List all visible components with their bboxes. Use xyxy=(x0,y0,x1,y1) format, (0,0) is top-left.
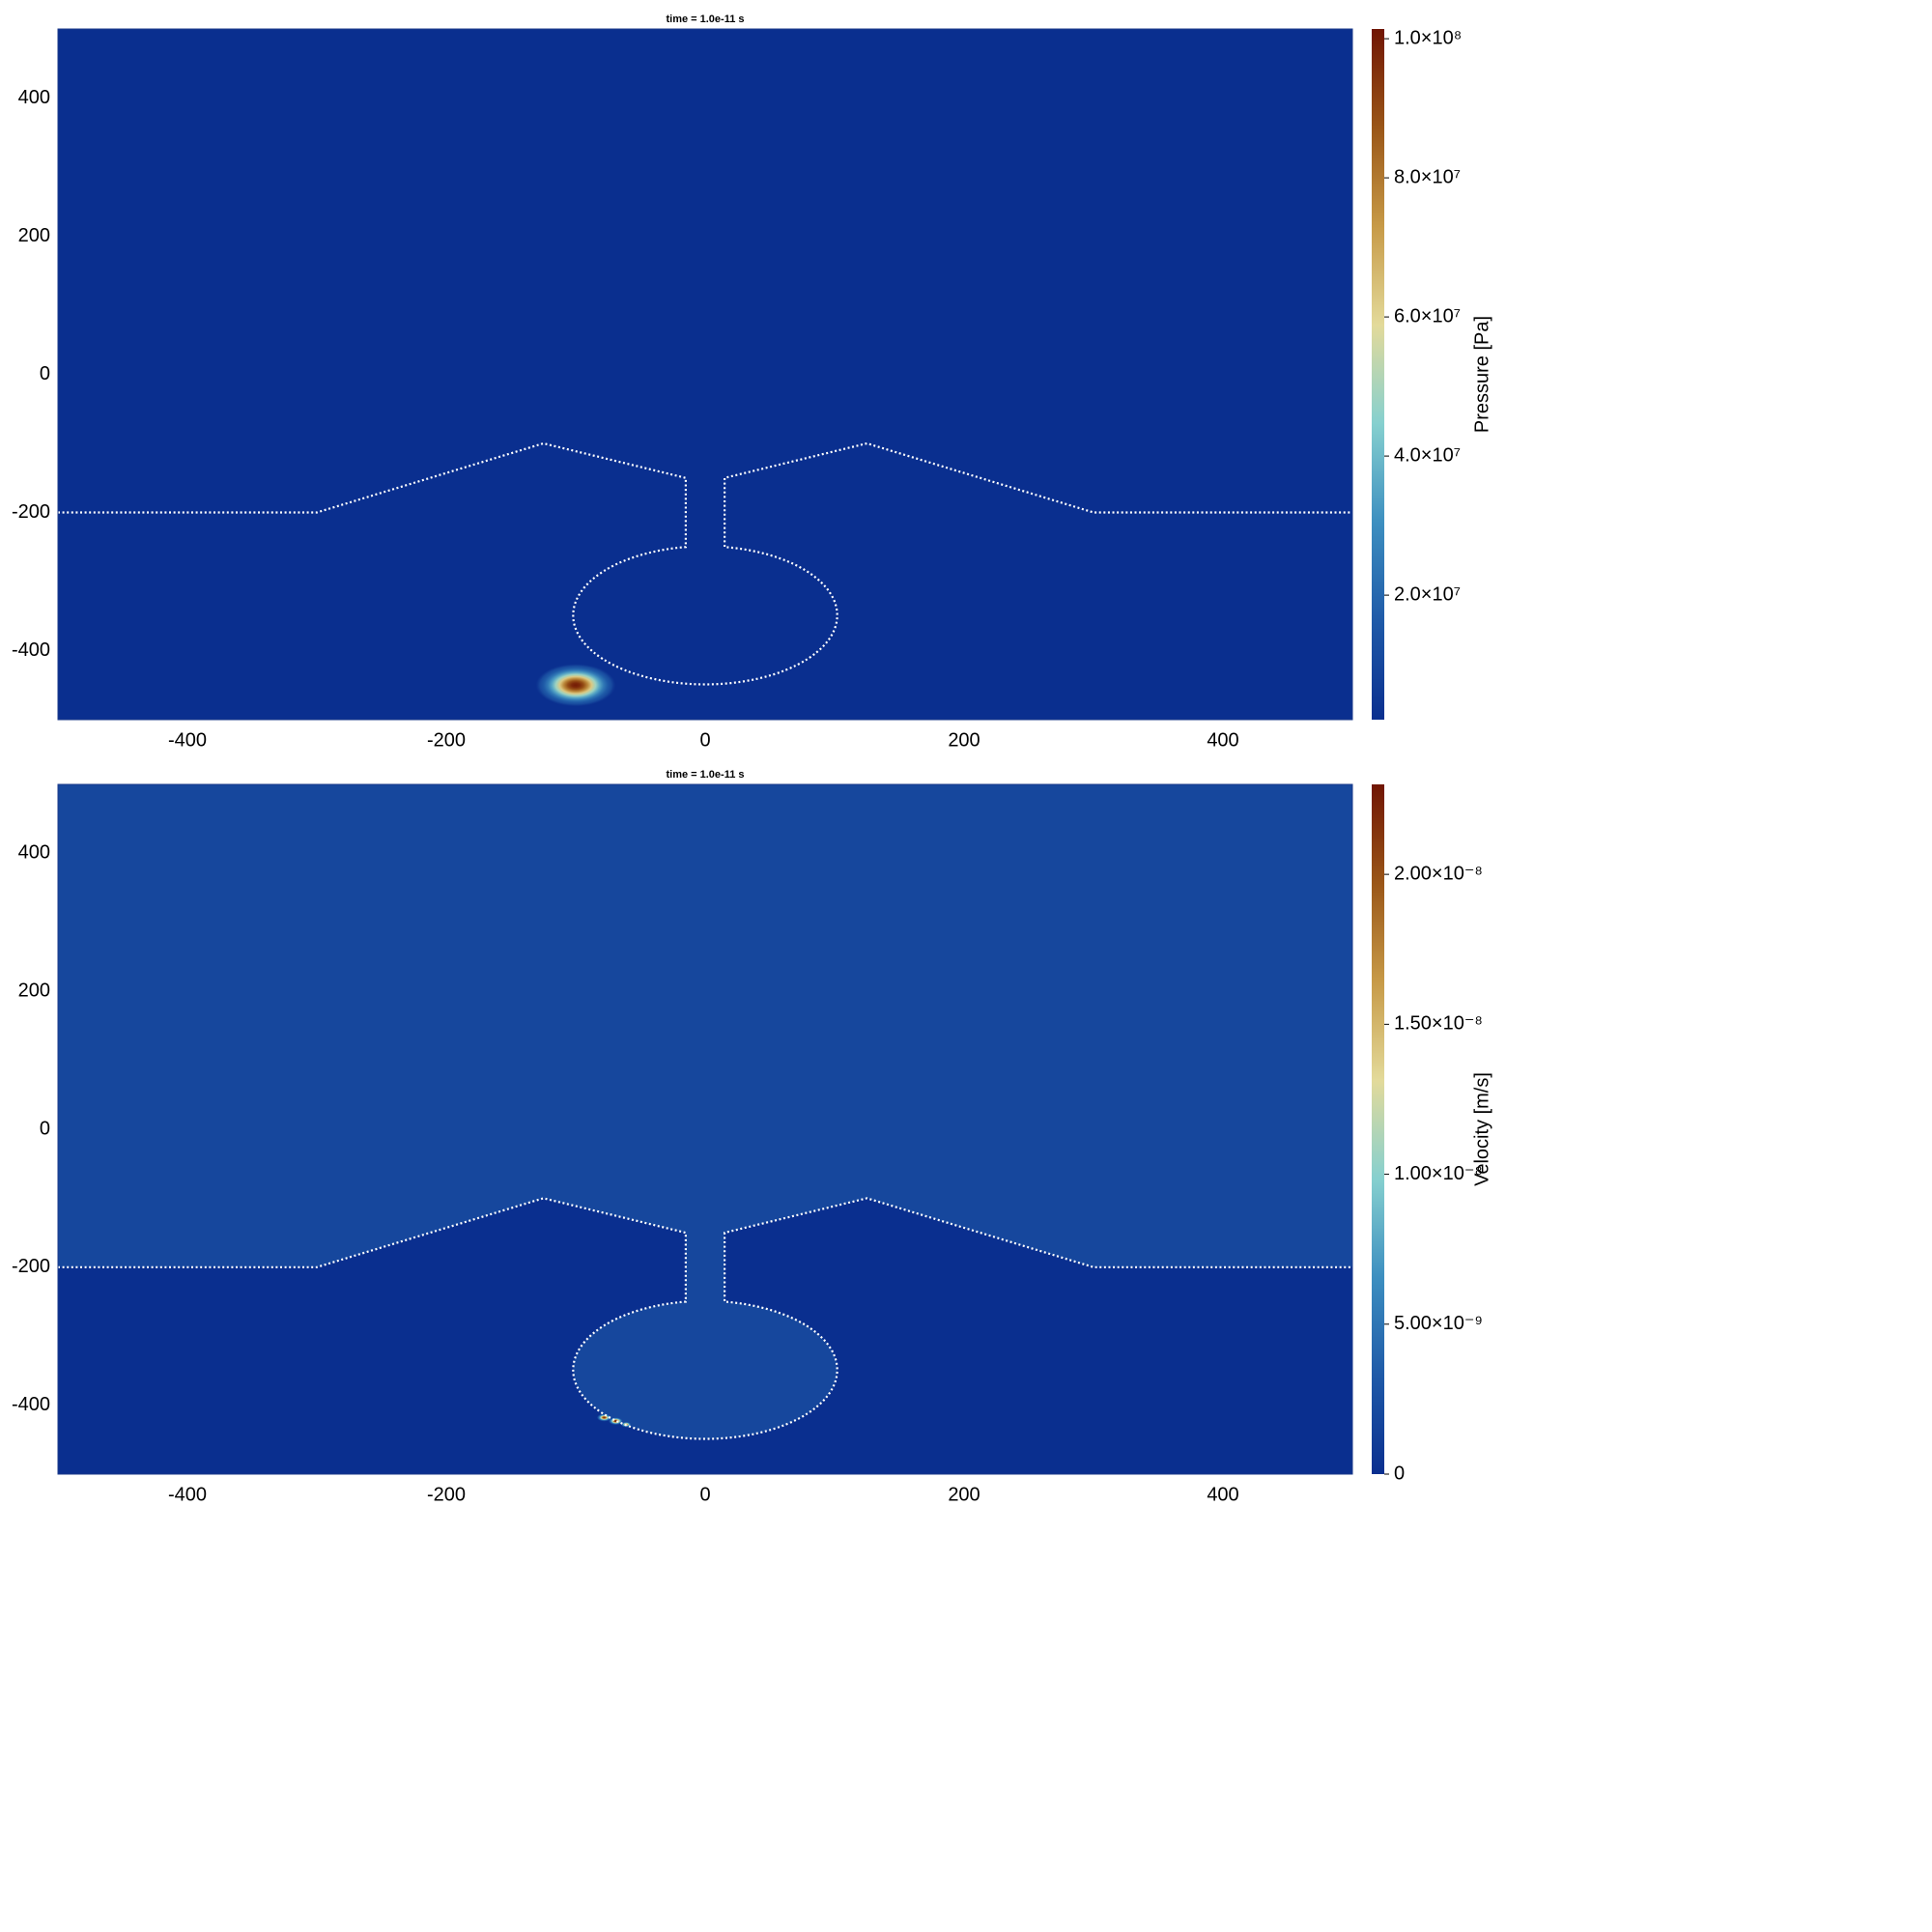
y-tick-label: 200 xyxy=(18,225,50,246)
plot-frame xyxy=(57,783,1353,1475)
y-tick-label: 0 xyxy=(40,1118,50,1139)
colorbar-tick-label: 1.0×10⁸ xyxy=(1394,27,1462,48)
plot-area xyxy=(58,29,1352,720)
y-tick-label: -200 xyxy=(12,1256,50,1277)
x-tick-label: -400 xyxy=(168,729,207,751)
colorbar-tick-label: 2.0×10⁷ xyxy=(1394,583,1461,605)
y-tick-label: 400 xyxy=(18,842,50,864)
colorbar xyxy=(1372,29,1384,720)
colorbar xyxy=(1372,784,1384,1474)
y-tick-label: 0 xyxy=(40,363,50,384)
x-tick-label: 0 xyxy=(699,729,710,751)
plot-area xyxy=(58,784,1352,1474)
x-tick-label: -400 xyxy=(168,1484,207,1505)
chart-title: time = 1.0e-11 s xyxy=(666,769,744,781)
colorbar-tick-label: 1.00×10⁻⁸ xyxy=(1394,1163,1483,1184)
field-background xyxy=(58,29,1352,720)
source xyxy=(596,1413,611,1422)
boundary xyxy=(58,1197,1352,1440)
colorbar-tick-label: 5.00×10⁻⁹ xyxy=(1394,1313,1483,1334)
colorbar-tick-label: 1.50×10⁻⁸ xyxy=(1394,1013,1483,1035)
x-tick-label: -200 xyxy=(427,729,466,751)
y-tick-label: -200 xyxy=(12,501,50,523)
colorbar-tick-label: 6.0×10⁷ xyxy=(1394,305,1461,327)
y-tick-label: -400 xyxy=(12,1394,50,1415)
fluid-region xyxy=(58,784,1352,1439)
y-tick-label: -400 xyxy=(12,639,50,661)
colorbar-tick-label: 4.0×10⁷ xyxy=(1394,444,1461,466)
chart-title: time = 1.0e-11 s xyxy=(666,14,744,25)
source xyxy=(535,664,616,707)
colorbar-tick-label: 8.0×10⁷ xyxy=(1394,166,1461,187)
colorbar-label: Velocity [m/s] xyxy=(1471,1072,1492,1186)
x-tick-label: 400 xyxy=(1207,1484,1238,1505)
x-tick-label: 400 xyxy=(1207,729,1238,751)
y-tick-label: 400 xyxy=(18,87,50,108)
colorbar-tick-label: 2.00×10⁻⁸ xyxy=(1394,863,1483,884)
x-tick-label: 200 xyxy=(948,1484,980,1505)
plot-frame xyxy=(57,28,1353,721)
y-tick-label: 200 xyxy=(18,980,50,1001)
x-tick-label: 0 xyxy=(699,1484,710,1505)
boundary xyxy=(58,441,1352,686)
colorbar-label: Pressure [Pa] xyxy=(1471,316,1492,433)
colorbar-tick-label: 0 xyxy=(1394,1463,1405,1484)
x-tick-label: -200 xyxy=(427,1484,466,1505)
x-tick-label: 200 xyxy=(948,729,980,751)
source xyxy=(609,1417,624,1426)
